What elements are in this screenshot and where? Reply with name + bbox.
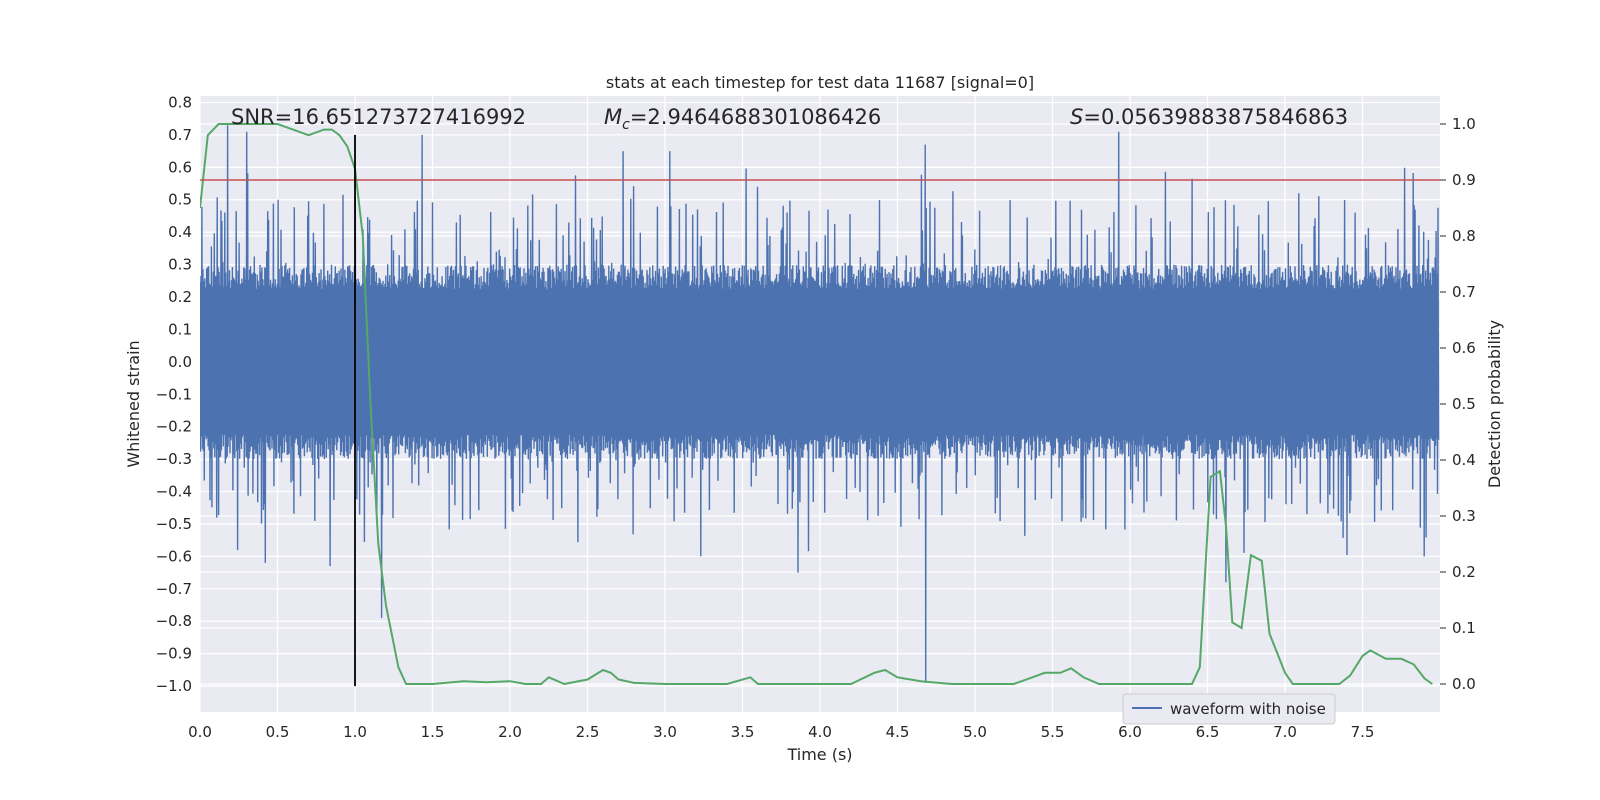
x-tick-label: 0.5 [266, 723, 290, 741]
y-right-tick-label: 0.4 [1452, 451, 1476, 469]
x-tick-label: 6.0 [1118, 723, 1142, 741]
y-left-tick-label: 0.6 [168, 158, 192, 176]
x-axis-ticks: 0.0 0.5 1.0 1.5 2.0 2.5 3.0 3.5 4.0 4.5 5.0 5.5 6.0 6… [188, 723, 1374, 741]
x-tick-label: 2.5 [576, 723, 600, 741]
chirp-mass-symbol: M [604, 105, 622, 129]
x-tick-label: 1.5 [421, 723, 445, 741]
x-tick-label: 7.0 [1273, 723, 1297, 741]
x-tick-label: 3.0 [653, 723, 677, 741]
legend-box [1122, 693, 1336, 725]
s-value: =0.05639883875846863 [1083, 105, 1348, 129]
x-tick-label: 5.5 [1041, 723, 1065, 741]
chirp-mass-subscript: c [622, 117, 630, 133]
y-right-tick-label: 0.6 [1452, 339, 1476, 357]
snr-annotation: SNR=16.651273727416992 [231, 105, 526, 129]
y-left-tick-label: −0.1 [156, 385, 192, 403]
y-left-tick-label: −0.6 [156, 547, 192, 565]
x-tick-label: 4.0 [808, 723, 832, 741]
x-tick-label: 1.0 [343, 723, 367, 741]
x-tick-label: 0.0 [188, 723, 212, 741]
y-right-tick-label: 0.8 [1452, 227, 1476, 245]
y-left-tick-label: 0.0 [168, 353, 192, 371]
y-left-tick-label: −0.4 [156, 483, 192, 501]
y-right-tick-label: 0.0 [1452, 675, 1476, 693]
y-right-tick-label: 0.2 [1452, 563, 1476, 581]
legend: waveform with noise [1122, 693, 1336, 725]
y-right-tick-label: 1.0 [1452, 115, 1476, 133]
y-right-tick-label: 0.7 [1452, 283, 1476, 301]
detection-probability-line [200, 123, 1433, 686]
y-left-tick-label: 0.8 [168, 93, 192, 111]
x-tick-label: 2.0 [498, 723, 522, 741]
y-right-tick-label: 0.5 [1452, 395, 1476, 413]
y-right-axis-label: Detection probability [1485, 320, 1504, 488]
y-left-axis-label: Whitened strain [124, 340, 143, 467]
y-right-tick-label: 0.1 [1452, 619, 1476, 637]
x-tick-label: 4.5 [886, 723, 910, 741]
y-left-tick-label: 0.1 [168, 320, 192, 338]
y-left-tick-label: 0.4 [168, 223, 192, 241]
s-symbol: S [1070, 105, 1083, 129]
chart-title: stats at each timestep for test data 116… [606, 73, 1034, 92]
legend-label: waveform with noise [1170, 700, 1326, 718]
waveform-series [200, 125, 1440, 683]
y-left-tick-label: −0.9 [156, 645, 192, 663]
y-left-tick-label: 0.2 [168, 288, 192, 306]
y-left-tick-label: −0.8 [156, 612, 192, 630]
chirp-mass-value: =2.9464688301086426 [630, 105, 881, 129]
waveform-line [200, 125, 1440, 683]
x-tick-label: 6.5 [1196, 723, 1220, 741]
y-left-tick-label: 0.3 [168, 256, 192, 274]
y-left-tick-label: −0.5 [156, 515, 192, 533]
y-left-tick-label: −1.0 [156, 677, 192, 695]
y-left-tick-label: −0.7 [156, 580, 192, 598]
chirp-mass-annotation: Mc=2.9464688301086426 [604, 105, 881, 133]
x-tick-label: 5.0 [963, 723, 987, 741]
y-left-tick-label: 0.5 [168, 191, 192, 209]
s-annotation: S=0.05639883875846863 [1070, 105, 1348, 129]
y-right-tick-label: 0.3 [1452, 507, 1476, 525]
y-left-tick-label: −0.3 [156, 450, 192, 468]
y-left-tick-label: 0.7 [168, 126, 192, 144]
probability-series [200, 123, 1433, 686]
y-right-axis-ticks: 1.0 0.9 0.8 0.7 0.6 0.5 0.4 0.3 0.2 0.1 0.0 [1440, 115, 1476, 693]
y-right-tick-label: 0.9 [1452, 171, 1476, 189]
x-tick-label: 7.5 [1351, 723, 1375, 741]
y-left-tick-label: −0.2 [156, 418, 192, 436]
x-tick-label: 3.5 [731, 723, 755, 741]
y-left-axis-ticks: 0.8 0.7 0.6 0.5 0.4 0.3 0.2 0.1 0.0 −0.1 −0.2 −0.3 −… [156, 93, 192, 695]
x-axis-label: Time (s) [786, 745, 852, 764]
